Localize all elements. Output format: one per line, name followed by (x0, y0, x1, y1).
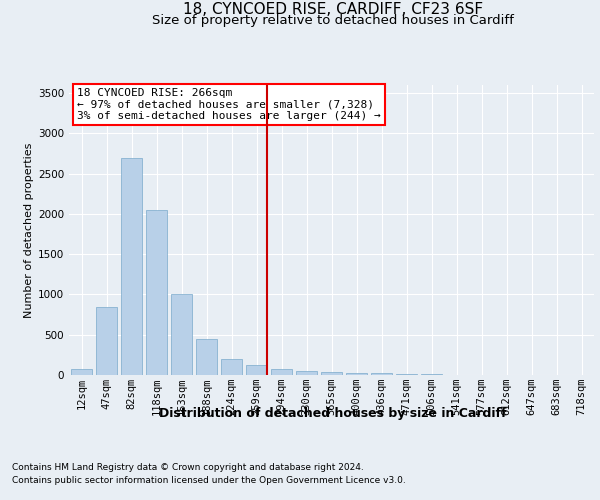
Text: Distribution of detached houses by size in Cardiff: Distribution of detached houses by size … (159, 408, 507, 420)
Bar (246, 364, 267, 375)
Text: Size of property relative to detached houses in Cardiff: Size of property relative to detached ho… (152, 14, 514, 27)
Y-axis label: Number of detached properties: Number of detached properties (24, 142, 34, 318)
Bar (396, 374, 417, 375)
Bar (146, 210, 167, 375)
Bar (371, 374, 392, 375)
Text: Contains HM Land Registry data © Crown copyright and database right 2024.: Contains HM Land Registry data © Crown c… (12, 462, 364, 471)
Text: Contains public sector information licensed under the Open Government Licence v3: Contains public sector information licen… (12, 476, 406, 485)
Bar (296, 370, 317, 375)
Bar (321, 372, 342, 375)
Bar (96, 306, 117, 375)
Bar (271, 369, 292, 375)
Bar (121, 158, 142, 375)
Bar (421, 374, 442, 375)
Bar (346, 372, 367, 375)
Bar (196, 339, 217, 375)
Text: 18, CYNCOED RISE, CARDIFF, CF23 6SF: 18, CYNCOED RISE, CARDIFF, CF23 6SF (183, 2, 483, 18)
Bar (171, 294, 192, 375)
Text: 18 CYNCOED RISE: 266sqm
← 97% of detached houses are smaller (7,328)
3% of semi-: 18 CYNCOED RISE: 266sqm ← 97% of detache… (77, 88, 380, 121)
Bar (71, 369, 92, 375)
Bar (221, 359, 242, 375)
